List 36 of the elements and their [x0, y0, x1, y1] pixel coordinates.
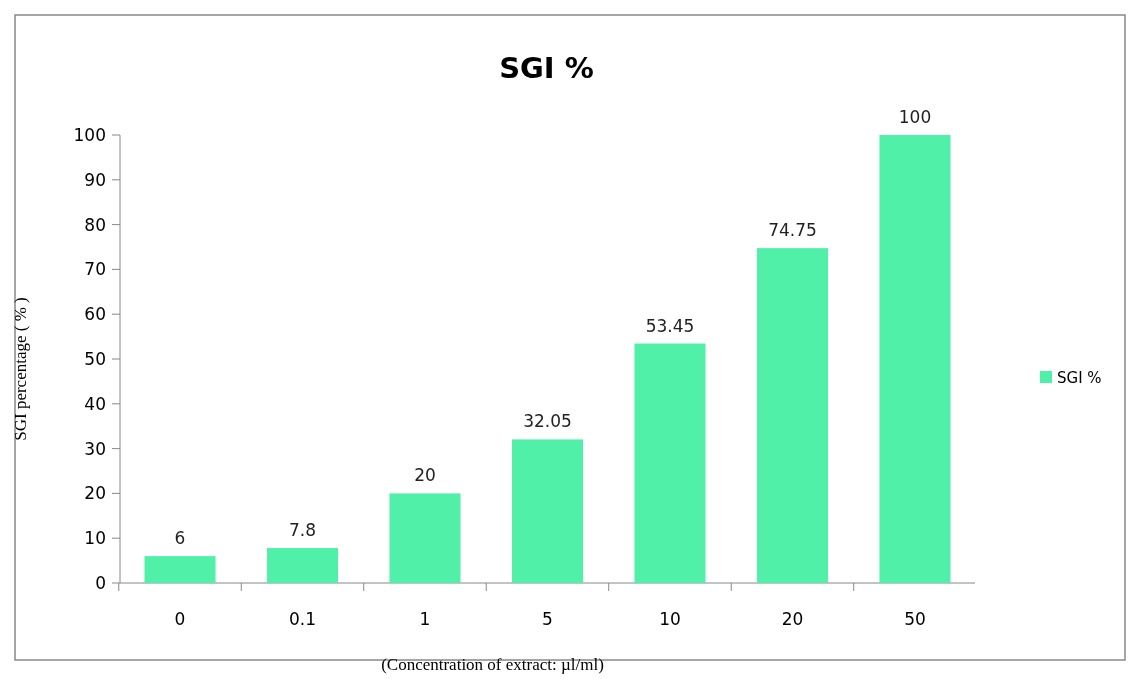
x-tick-label: 1	[419, 609, 431, 629]
data-label: 74.75	[768, 220, 817, 241]
x-axis-title: (Concentration of extract: µl/ml)	[381, 655, 604, 674]
bar	[266, 548, 339, 583]
y-tick-label: 30	[84, 438, 106, 459]
bar	[511, 439, 584, 583]
bar	[144, 556, 216, 583]
bar	[756, 248, 829, 583]
x-tick-label: 50	[904, 609, 926, 629]
x-tick-label: 10	[659, 609, 681, 629]
bar	[879, 135, 951, 583]
y-tick-label: 10	[84, 528, 106, 549]
bar	[389, 493, 461, 583]
legend-label: SGI %	[1057, 369, 1102, 388]
data-label: 100	[898, 107, 932, 127]
data-label: 20	[414, 465, 436, 486]
y-tick-label: 90	[84, 169, 106, 190]
y-tick-label: 40	[84, 393, 106, 414]
y-tick-label: 50	[84, 348, 106, 369]
data-label: 7.8	[288, 520, 317, 541]
y-tick-label: 0	[95, 572, 106, 593]
y-tick-label: 60	[84, 304, 106, 325]
y-axis-title: SGI percentage ( % )	[11, 297, 30, 441]
x-tick-label: 20	[781, 609, 804, 629]
x-tick-label: 0	[174, 609, 186, 629]
chart-title: SGI %	[499, 51, 594, 85]
x-tick-label: 5	[542, 609, 553, 629]
data-label: 6	[174, 528, 186, 549]
data-label: 53.45	[645, 315, 695, 336]
data-label: 32.05	[523, 411, 572, 432]
bar	[634, 343, 706, 583]
y-tick-label: 100	[73, 124, 106, 145]
y-tick-label: 70	[84, 259, 106, 280]
y-tick-label: 80	[84, 214, 106, 235]
y-tick-label: 20	[84, 483, 106, 504]
x-tick-label: 0.1	[288, 609, 317, 629]
